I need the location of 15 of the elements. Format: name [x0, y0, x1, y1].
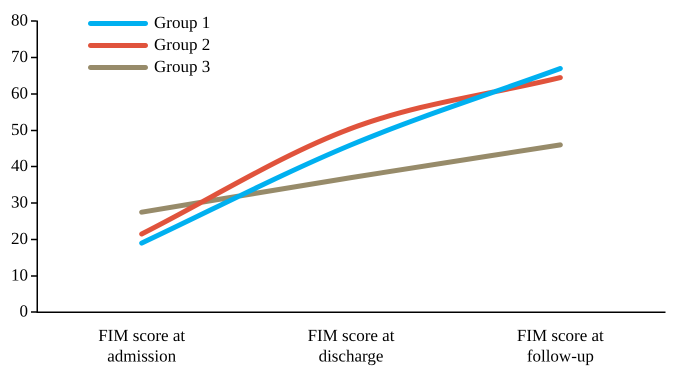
- legend-label: Group 1: [154, 13, 210, 33]
- y-tick-label: 40: [11, 156, 28, 176]
- x-tick-label: FIM score at discharge: [308, 326, 395, 366]
- y-tick-label: 0: [20, 302, 28, 321]
- x-tick-label: FIM score at admission: [98, 326, 186, 366]
- y-tick-label: 60: [11, 83, 28, 102]
- y-tick-label: 50: [11, 120, 28, 139]
- x-tick-label: FIM score at follow-up: [516, 326, 604, 366]
- y-tick-label: 30: [11, 192, 28, 212]
- y-tick-label: 10: [11, 265, 28, 284]
- legend-label: Group 3: [154, 57, 210, 77]
- y-tick-label: 80: [11, 10, 28, 30]
- y-tick-label: 20: [11, 228, 28, 248]
- legend-label: Group 2: [154, 35, 210, 55]
- y-tick-label: 70: [11, 47, 28, 66]
